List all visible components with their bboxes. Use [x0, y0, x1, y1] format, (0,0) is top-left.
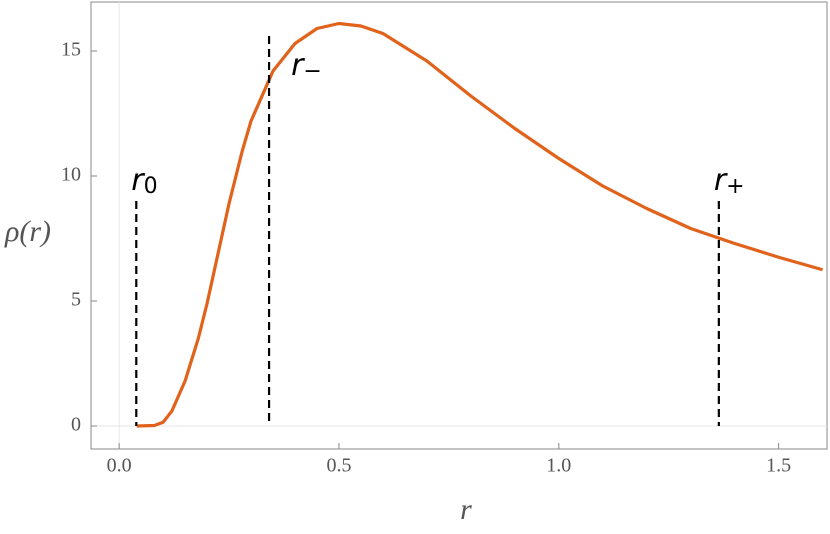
marker-label-main: r — [131, 163, 145, 198]
marker-label-subscript: 0 — [144, 174, 158, 199]
x-tick-label: 0.5 — [326, 455, 351, 477]
plot-frame — [90, 1, 828, 450]
marker-label-subscript: + — [726, 174, 744, 199]
marker-label: r− — [291, 48, 322, 85]
x-tick-label: 0.0 — [107, 455, 132, 477]
y-tick-label: 10 — [61, 164, 81, 186]
y-axis-label: ρ(r) — [4, 215, 51, 248]
marker-label: r+ — [714, 163, 745, 200]
marker-label-main: r — [291, 48, 305, 83]
y-tick-label: 5 — [71, 289, 81, 311]
y-tick-label: 0 — [71, 414, 81, 436]
marker-label: r0 — [131, 163, 157, 200]
x-tick-label: 1.0 — [546, 455, 571, 477]
y-tick-label: 15 — [61, 39, 81, 61]
x-tick-label: 1.5 — [766, 455, 791, 477]
x-axis-label: r — [460, 493, 472, 526]
marker-label-main: r — [714, 163, 728, 198]
marker-label-subscript: − — [303, 59, 321, 84]
curve — [136, 21, 824, 428]
